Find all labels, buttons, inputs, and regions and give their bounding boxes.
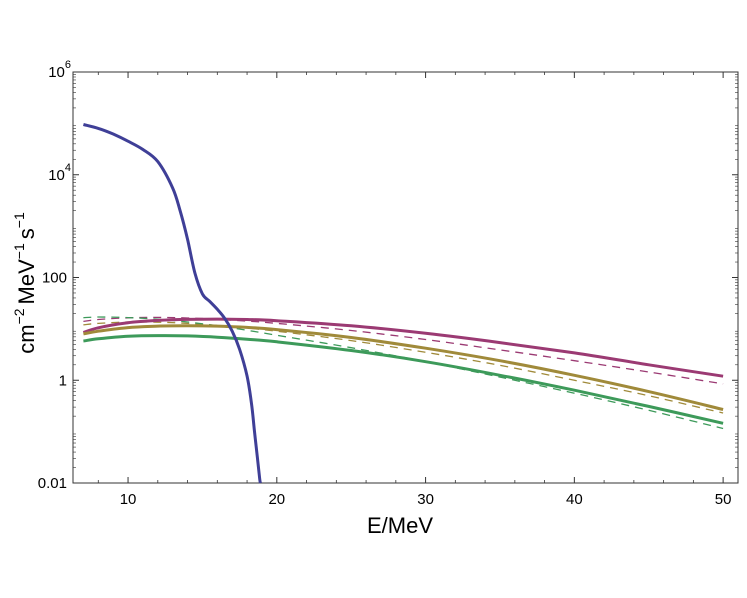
x-tick-label: 40 [566,491,583,508]
plot-frame [72,71,739,484]
x-tick-label: 30 [417,491,434,508]
y-tick-label: 0.01 [38,475,67,492]
y-tick-label: 100 [42,270,67,287]
x-axis-label: E/MeV [367,513,433,538]
series-line-1-solid [82,317,724,378]
y-tick-label: 1 [59,372,67,389]
x-tick-label: 20 [268,491,285,508]
y-tick-label: 106 [48,59,71,81]
y-axis-ticks: 0.01 1 100 104 106 [38,59,738,492]
series-line-6-dashed [83,316,724,430]
series-line-5-solid [83,334,724,425]
y-tick-label: 104 [48,162,71,184]
series-line-0-solid [82,123,262,484]
y-label-unit-cm: cm [14,324,39,353]
x-axis-ticks: 10 20 30 40 50 [97,72,732,508]
y-axis-label: cm−2MeV−1s−1 [11,212,39,354]
series-line-2-dashed [83,316,724,385]
series-layer [82,123,724,484]
y-label-exp-mev: −1 [11,243,27,259]
y-label-exp-s: −1 [11,212,27,228]
x-tick-label: 50 [715,491,732,508]
y-label-exp-cm: −2 [11,308,27,324]
x-tick-label: 10 [120,491,137,508]
y-label-unit-s: s [14,228,39,239]
series-line-3-solid [83,324,724,411]
svg-text:cm−2MeV−1s−1: cm−2MeV−1s−1 [11,212,39,354]
y-label-unit-mev: MeV [14,259,39,305]
